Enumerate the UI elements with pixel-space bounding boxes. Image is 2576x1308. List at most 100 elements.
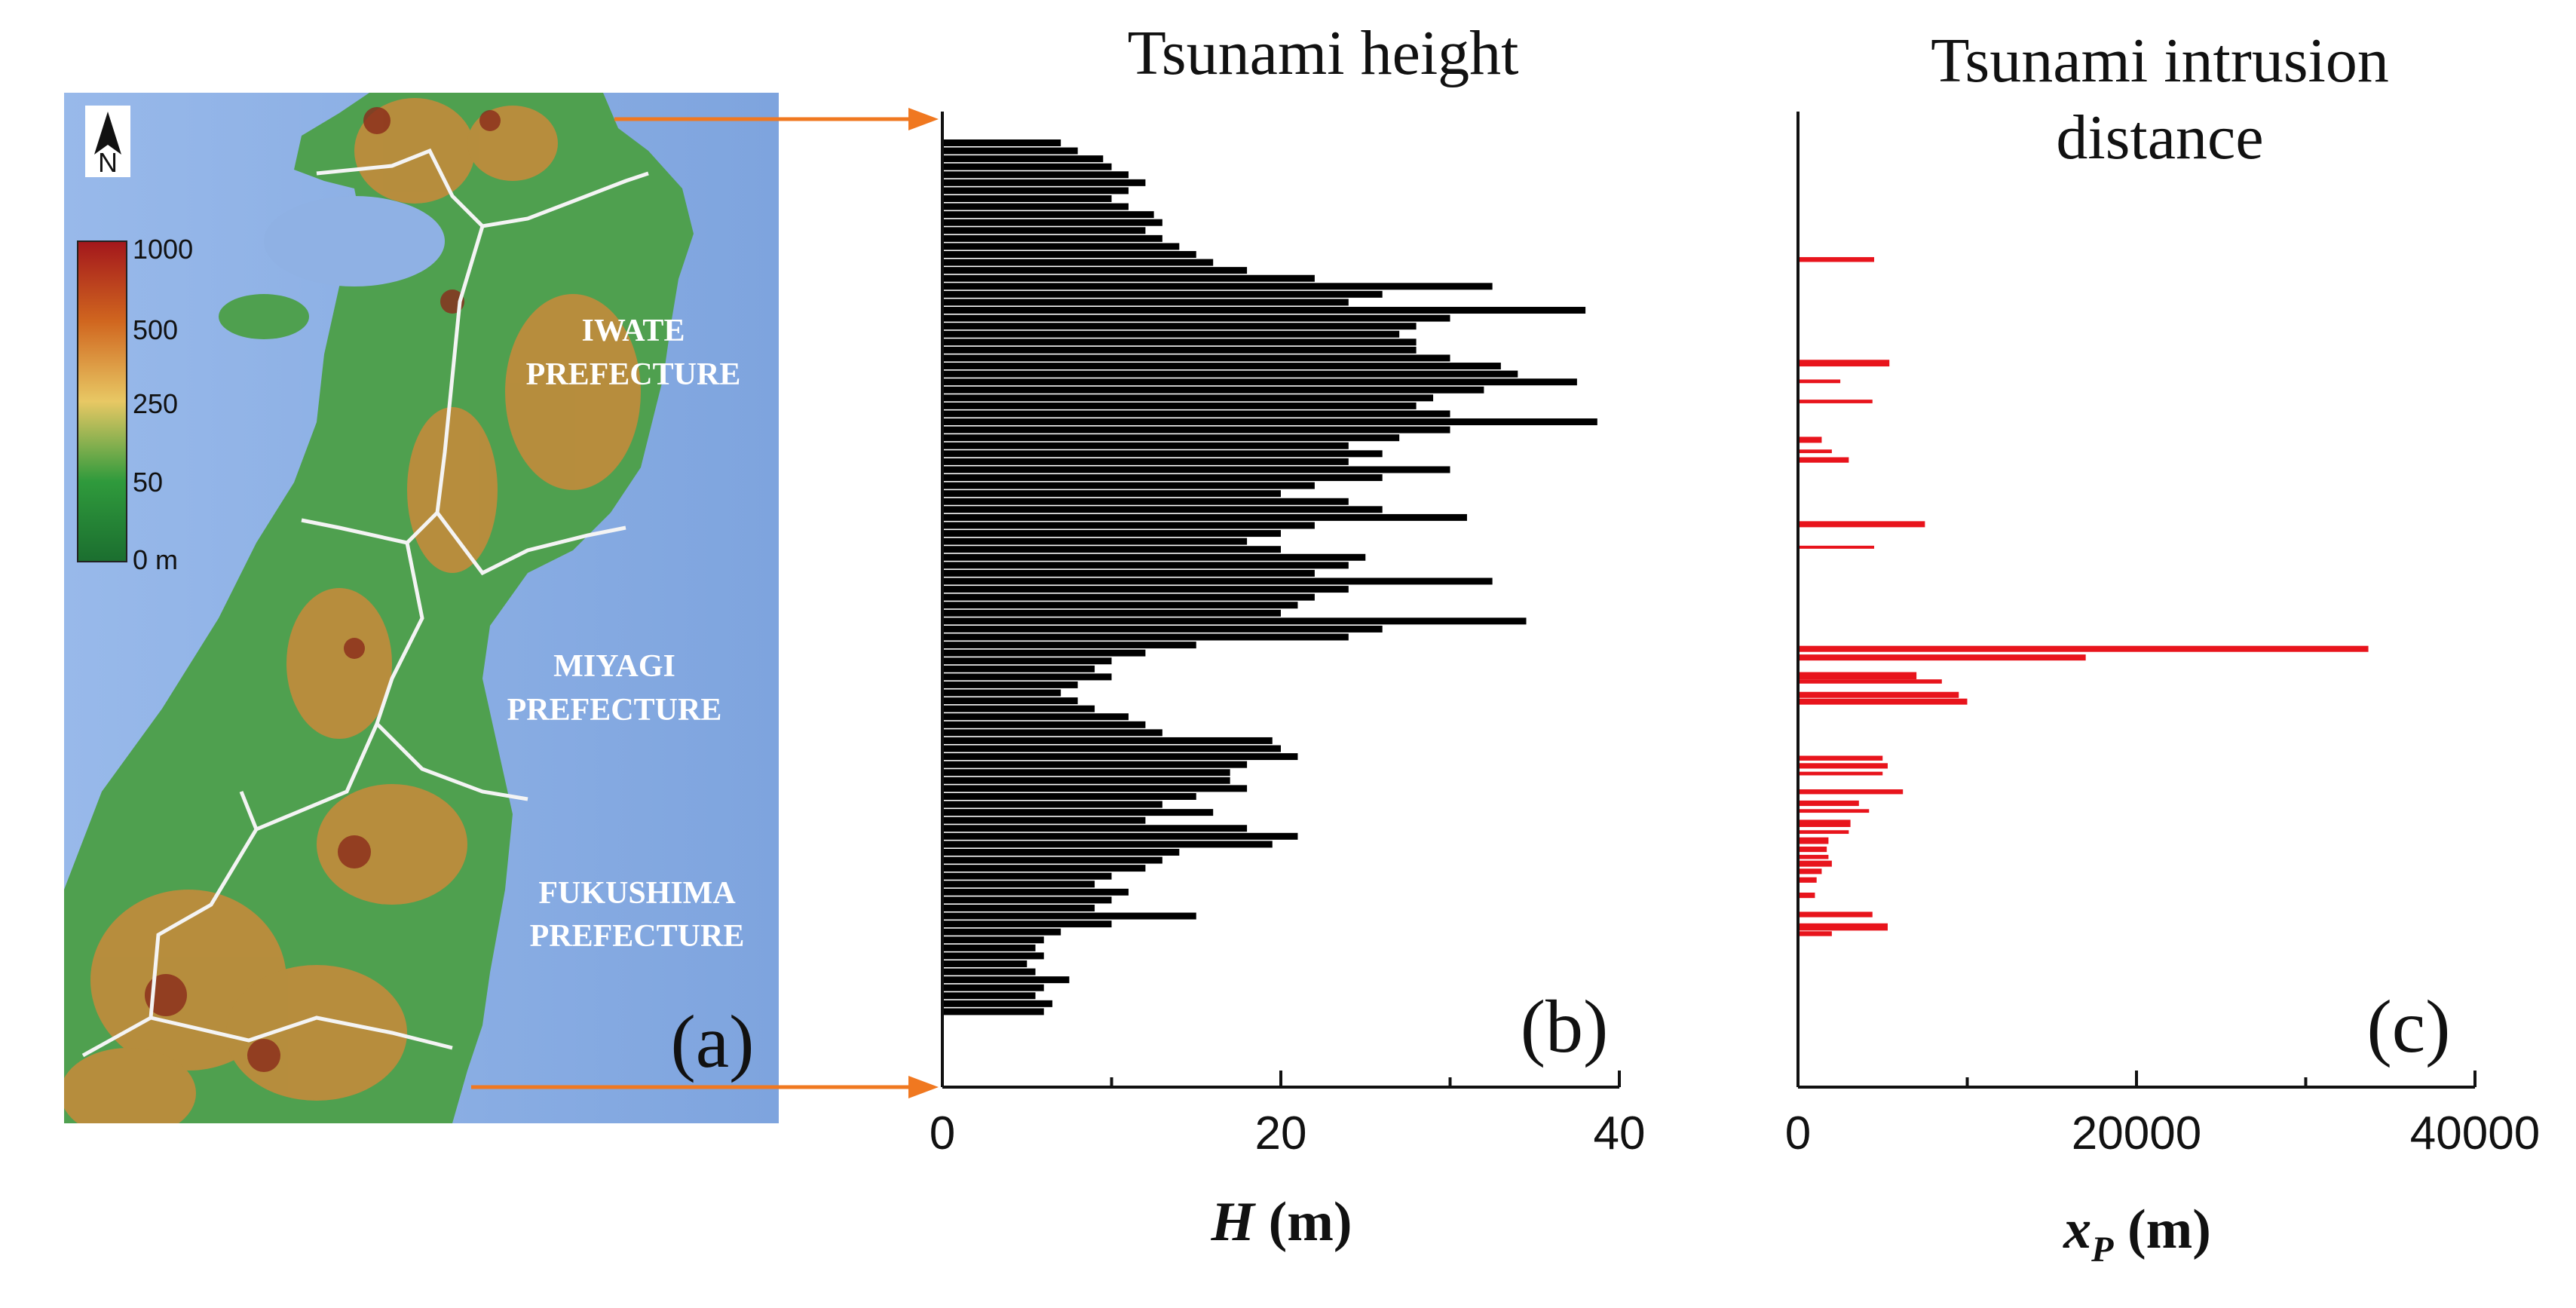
height-bar [942,952,1044,960]
intrusion-bar [1798,672,1917,680]
height-bar [942,921,1112,928]
intrusion-bar [1798,868,1822,875]
height-bar [942,562,1349,569]
height-bar [942,498,1349,505]
north-arrow: N [85,106,130,178]
chart-c-xlabel-unit: (m) [2113,1199,2210,1261]
height-bar [942,681,1078,688]
height-bar [942,546,1281,553]
chart-b-ticks: 0 20 40 [930,1071,1645,1159]
arrow-north-head [908,108,939,130]
mutsu-bay [264,196,445,286]
height-bar [942,227,1146,234]
legend-label-500: 500 [133,314,178,345]
legend-label-250: 250 [133,388,178,419]
height-bar [942,960,1028,967]
height-bar [942,872,1112,880]
intrusion-bar [1798,679,1942,684]
height-bar [942,569,1315,577]
height-bar [942,442,1349,449]
chart-c-ticks: 0 20000 40000 [1785,1071,2540,1159]
intrusion-bar [1798,771,1883,776]
chart-c-tick-label: 0 [1785,1107,1811,1159]
prefecture-borders [81,148,649,1058]
intrusion-bar [1798,360,1890,367]
height-bar [942,697,1078,705]
north-label: N [98,147,118,178]
intrusion-bar [1798,763,1888,769]
height-bar [942,363,1501,370]
height-bar [942,769,1230,777]
pref-fukushima-line1: FUKUSHIMA [538,876,736,911]
height-bar [942,314,1450,322]
legend-label-50: 50 [133,467,163,498]
pref-miyagi-line1: MIYAGI [553,649,675,684]
height-bar [942,856,1162,864]
height-bar [942,832,1298,840]
height-bar [942,187,1129,195]
height-bar [942,530,1281,538]
height-bar [942,330,1400,338]
height-bar [942,792,1196,800]
height-bar [942,848,1180,856]
intrusion-bar [1798,755,1883,761]
height-bar [942,729,1162,737]
height-bar [942,745,1281,752]
height-bar [942,553,1366,561]
height-bar [942,761,1248,768]
height-bar [942,274,1315,282]
height-bar [942,346,1417,354]
height-bar [942,147,1078,155]
height-bar [942,139,1061,146]
legend-label-1000: 1000 [133,234,193,265]
height-bar [942,418,1597,426]
pref-miyagi-line2: PREFECTURE [507,693,722,728]
height-bar [942,466,1450,473]
height-bar [942,689,1061,697]
height-bar [942,649,1146,657]
height-bar [942,163,1112,170]
intrusion-bar [1798,877,1817,883]
chart-b-bars [942,139,1597,1015]
height-bar [942,625,1383,633]
height-bar [942,211,1154,219]
height-bar [942,809,1214,816]
intrusion-bar [1798,911,1873,917]
elevation-legend: 1000 500 250 50 0 m [77,234,193,575]
height-bar [942,338,1417,346]
intrusion-bar [1798,860,1832,867]
panel-label-b: (b) [1521,985,1609,1068]
chart-c-tick-label: 40000 [2410,1107,2540,1159]
pref-fukushima-line2: PREFECTURE [530,919,745,954]
height-bar [942,888,1129,896]
height-bar [942,881,1095,888]
chart-b-title: Tsunami height [1127,18,1518,88]
height-bar [942,1000,1052,1007]
height-bar [942,513,1467,521]
intrusion-bar [1798,691,1959,698]
height-bar [942,984,1044,991]
height-bar [942,482,1315,489]
height-bar [942,426,1450,433]
intrusion-bar [1798,846,1827,853]
height-bar [942,801,1162,808]
intrusion-bar [1798,400,1873,403]
intrusion-bar [1798,457,1849,463]
chart-b-xlabel-symbol: H [1211,1191,1257,1253]
height-bar [942,609,1281,617]
chart-b-xlabel: H (m) [1211,1191,1352,1253]
intrusion-bar [1798,545,1875,549]
intrusion-bar [1798,837,1829,844]
height-bar [942,753,1298,761]
chart-c-title-line1: Tsunami intrusion [1931,26,2389,96]
chart-b-tick-label: 0 [930,1107,955,1159]
intrusion-bar [1798,819,1851,827]
pref-iwate-line1: IWATE [582,314,685,348]
intrusion-bar [1798,789,1904,795]
height-bar [942,370,1518,378]
height-bar [942,490,1281,498]
height-bar [942,538,1248,545]
intrusion-bar [1798,698,1968,705]
height-bar [942,307,1586,314]
